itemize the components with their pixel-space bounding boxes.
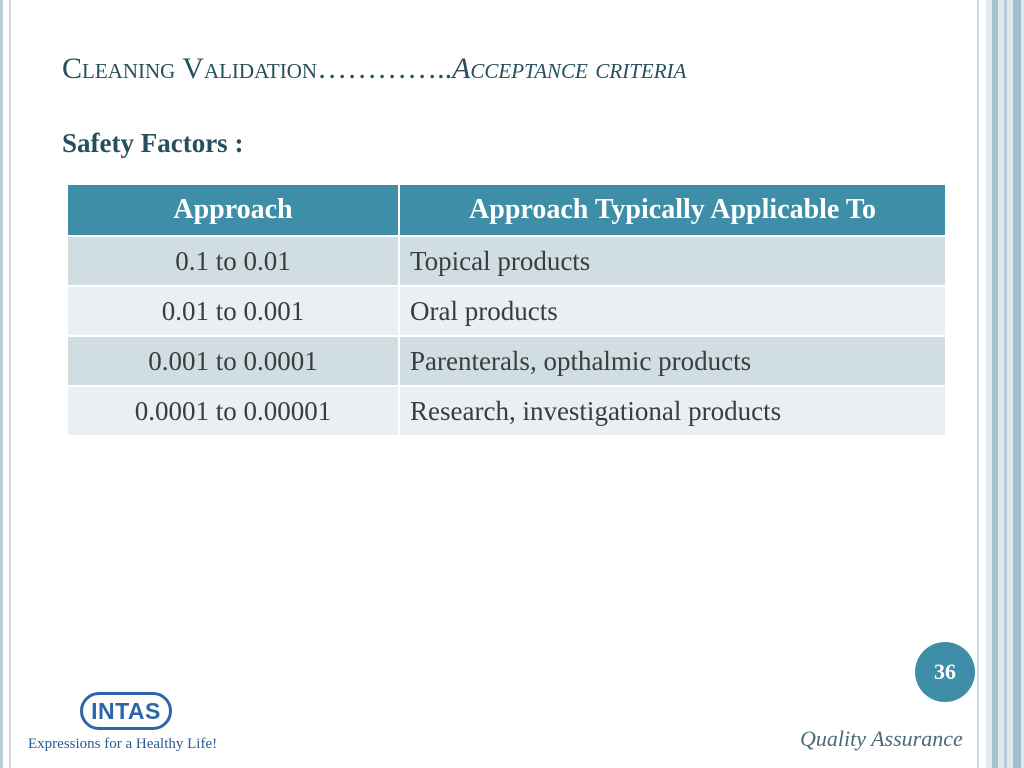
frame-line	[1004, 0, 1007, 768]
table-row: 0.01 to 0.001 Oral products	[68, 285, 947, 336]
header-approach: Approach	[68, 185, 400, 236]
page-number-badge: 36	[915, 642, 975, 702]
cell-applicable: Topical products	[399, 235, 947, 286]
title-sub: Acceptance criteria	[452, 52, 687, 85]
header-applicable-to: Approach Typically Applicable To	[399, 185, 947, 236]
table-header-row: Approach Approach Typically Applicable T…	[68, 185, 947, 236]
cell-approach: 0.0001 to 0.00001	[68, 385, 400, 435]
frame-line	[977, 0, 979, 768]
logo-text: INTAS	[80, 692, 172, 730]
title-dots: …………..	[317, 52, 453, 85]
cell-applicable: Research, investigational products	[399, 385, 947, 435]
title-main: Cleaning Validation	[62, 52, 318, 85]
table-row: 0.001 to 0.0001 Parenterals, opthalmic p…	[68, 335, 947, 386]
cell-approach: 0.1 to 0.01	[68, 235, 400, 286]
subtitle: Safety Factors :	[62, 128, 244, 158]
frame-line	[9, 0, 11, 768]
cell-applicable: Oral products	[399, 285, 947, 336]
tagline: Expressions for a Healthy Life!	[28, 736, 218, 752]
cell-approach: 0.01 to 0.001	[68, 285, 400, 336]
footer-label: Quality Assurance	[800, 726, 963, 751]
cell-applicable: Parenterals, opthalmic products	[399, 335, 947, 386]
frame-line	[1013, 0, 1021, 768]
table-row: 0.0001 to 0.00001 Research, investigatio…	[68, 385, 947, 435]
table-row: 0.1 to 0.01 Topical products	[68, 235, 947, 286]
slide-title: Cleaning Validation…………..Acceptance crit…	[62, 52, 686, 86]
frame-line	[992, 0, 998, 768]
cell-approach: 0.001 to 0.0001	[68, 335, 400, 386]
intas-logo: INTAS	[80, 692, 172, 730]
safety-factors-table: Approach Approach Typically Applicable T…	[68, 185, 947, 435]
frame-line	[0, 0, 3, 768]
